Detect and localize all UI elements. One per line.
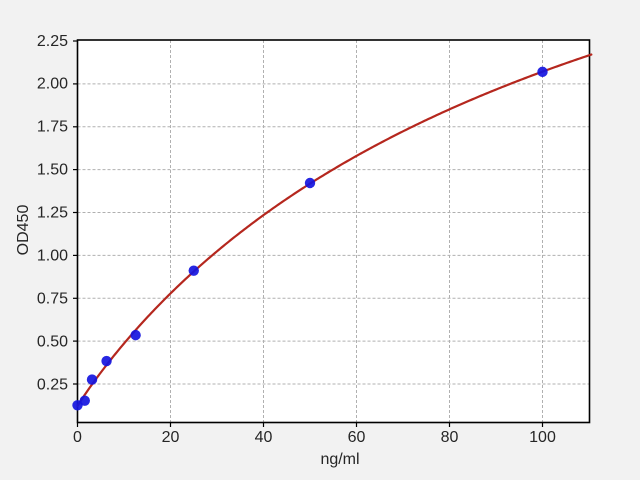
svg-text:20: 20 bbox=[162, 429, 180, 446]
svg-text:1.75: 1.75 bbox=[37, 119, 68, 136]
svg-text:1.25: 1.25 bbox=[37, 205, 68, 222]
svg-text:2.25: 2.25 bbox=[37, 33, 68, 50]
svg-text:0: 0 bbox=[73, 429, 82, 446]
svg-text:1.50: 1.50 bbox=[37, 162, 68, 179]
svg-text:0.75: 0.75 bbox=[37, 291, 68, 308]
svg-text:1.00: 1.00 bbox=[37, 248, 68, 265]
svg-text:0.25: 0.25 bbox=[37, 377, 68, 394]
svg-text:2.00: 2.00 bbox=[37, 76, 68, 93]
svg-text:60: 60 bbox=[348, 429, 366, 446]
svg-text:40: 40 bbox=[255, 429, 273, 446]
svg-text:100: 100 bbox=[529, 429, 556, 446]
svg-text:ng/ml: ng/ml bbox=[320, 451, 359, 468]
svg-text:0.50: 0.50 bbox=[37, 334, 68, 351]
svg-text:OD450: OD450 bbox=[15, 205, 32, 256]
svg-text:80: 80 bbox=[441, 429, 459, 446]
